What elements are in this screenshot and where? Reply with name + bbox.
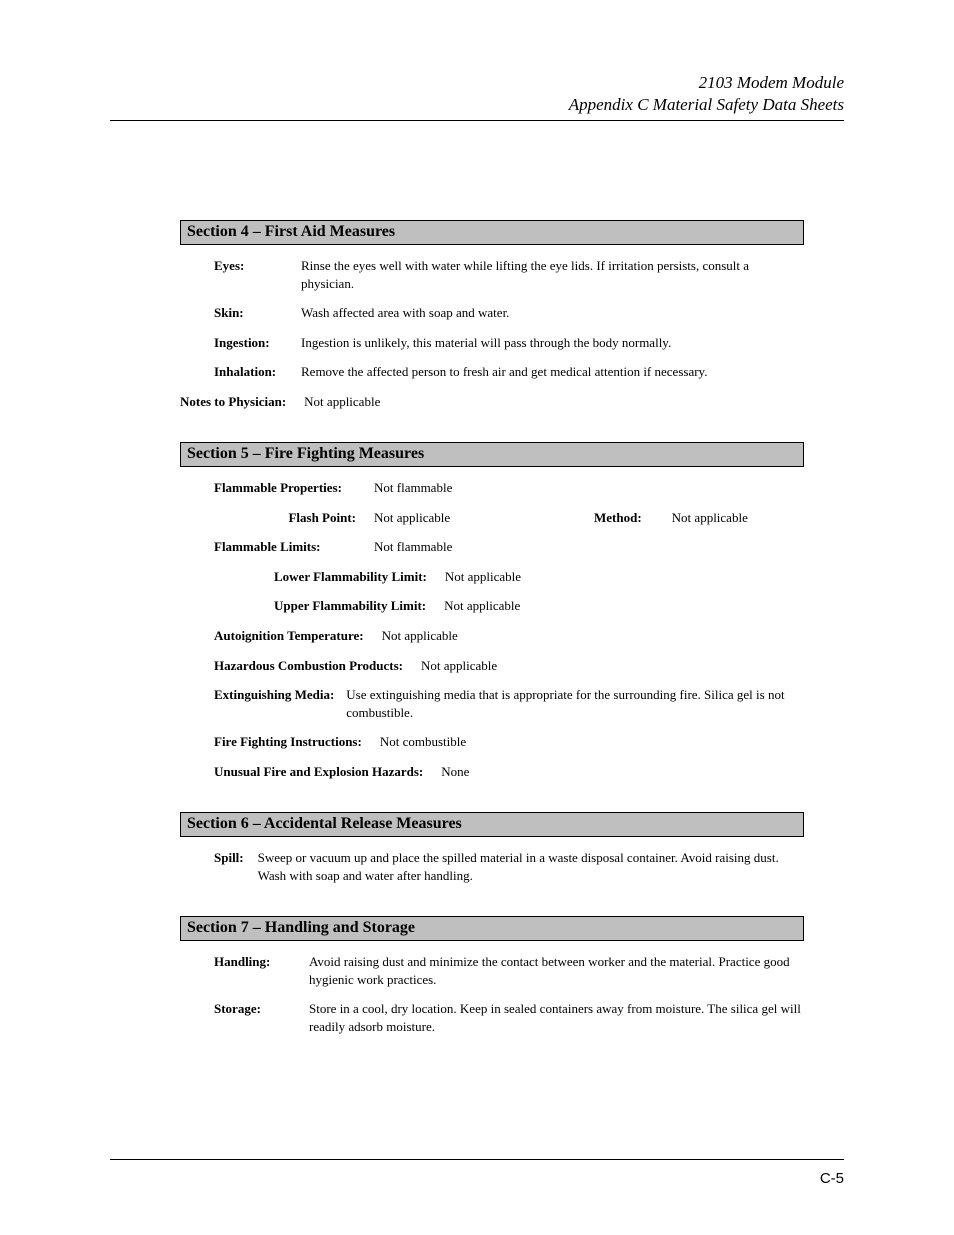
eyes-label: Eyes: xyxy=(214,257,301,275)
unusual-value: None xyxy=(441,763,804,781)
skin-value: Wash affected area with soap and water. xyxy=(301,304,804,322)
handling-label: Handling: xyxy=(214,953,309,971)
method-label: Method: xyxy=(594,509,672,527)
inhalation-value: Remove the affected person to fresh air … xyxy=(301,363,804,381)
upperlimit-label: Upper Flammability Limit: xyxy=(274,597,444,615)
header-line-1: 2103 Modem Module xyxy=(569,72,844,94)
notes-value: Not applicable xyxy=(304,393,804,411)
section-5-body: Flammable Properties: Not flammable Flas… xyxy=(180,467,804,780)
lowerlimit-label: Lower Flammability Limit: xyxy=(274,568,445,586)
section-4-header: Section 4 – First Aid Measures xyxy=(180,220,804,245)
inhalation-label: Inhalation: xyxy=(214,363,301,381)
page-header: 2103 Modem Module Appendix C Material Sa… xyxy=(569,72,844,116)
ingestion-label: Ingestion: xyxy=(214,334,301,352)
storage-value: Store in a cool, dry location. Keep in s… xyxy=(309,1000,804,1035)
extmedia-label: Extinguishing Media: xyxy=(214,686,346,704)
flamlimits-label: Flammable Limits: xyxy=(214,538,374,556)
eyes-value: Rinse the eyes well with water while lif… xyxy=(301,257,804,292)
autoign-value: Not applicable xyxy=(382,627,804,645)
section-5-header: Section 5 – Fire Fighting Measures xyxy=(180,442,804,467)
skin-label: Skin: xyxy=(214,304,301,322)
flashpoint-label: Flash Point: xyxy=(214,509,374,527)
hazcomb-value: Not applicable xyxy=(421,657,804,675)
footer-rule xyxy=(110,1159,844,1160)
section-6-body: Spill: Sweep or vacuum up and place the … xyxy=(180,837,804,884)
page-number: C-5 xyxy=(820,1170,844,1187)
header-rule xyxy=(110,120,844,121)
flamprop-label: Flammable Properties: xyxy=(214,479,374,497)
autoign-label: Autoignition Temperature: xyxy=(214,627,382,645)
storage-label: Storage: xyxy=(214,1000,309,1018)
handling-value: Avoid raising dust and minimize the cont… xyxy=(309,953,804,988)
section-7-header: Section 7 – Handling and Storage xyxy=(180,916,804,941)
notes-label: Notes to Physician: xyxy=(180,393,304,411)
lowerlimit-value: Not applicable xyxy=(445,568,804,586)
flamprop-value: Not flammable xyxy=(374,479,804,497)
method-value: Not applicable xyxy=(672,509,804,527)
section-4-body: Eyes: Rinse the eyes well with water whi… xyxy=(180,245,804,410)
upperlimit-value: Not applicable xyxy=(444,597,804,615)
hazcomb-label: Hazardous Combustion Products: xyxy=(214,657,421,675)
flamlimits-value: Not flammable xyxy=(374,538,804,556)
content-area: Section 4 – First Aid Measures Eyes: Rin… xyxy=(180,220,804,1048)
extmedia-value: Use extinguishing media that is appropri… xyxy=(346,686,804,721)
section-7-body: Handling: Avoid raising dust and minimiz… xyxy=(180,941,804,1035)
firefight-value: Not combustible xyxy=(380,733,804,751)
unusual-label: Unusual Fire and Explosion Hazards: xyxy=(214,763,441,781)
header-line-2: Appendix C Material Safety Data Sheets xyxy=(569,94,844,116)
firefight-label: Fire Fighting Instructions: xyxy=(214,733,380,751)
flashpoint-value: Not applicable xyxy=(374,509,534,527)
ingestion-value: Ingestion is unlikely, this material wil… xyxy=(301,334,804,352)
spill-value: Sweep or vacuum up and place the spilled… xyxy=(258,849,804,884)
section-6-header: Section 6 – Accidental Release Measures xyxy=(180,812,804,837)
spill-label: Spill: xyxy=(214,849,258,867)
